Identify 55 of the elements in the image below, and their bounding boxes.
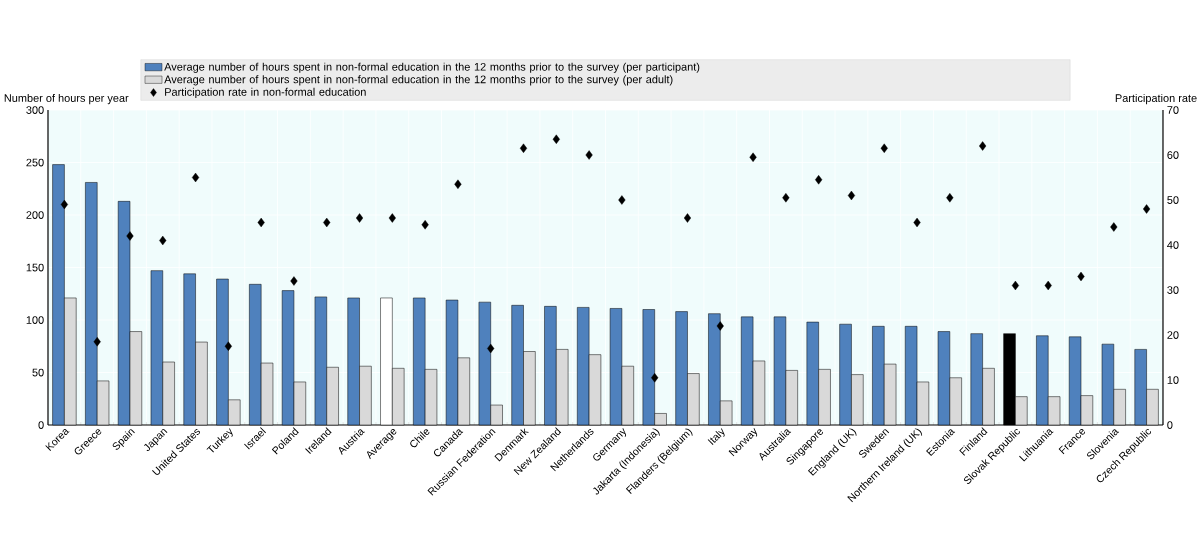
- point: [388, 213, 396, 223]
- y2-tick-label: 10: [1167, 376, 1179, 384]
- point: [487, 343, 495, 354]
- point: [979, 141, 987, 151]
- point: [651, 373, 659, 383]
- x-tick-label: Italy: [707, 428, 725, 445]
- y-tick-label: 100: [26, 316, 44, 324]
- point: [519, 143, 528, 153]
- point: [1077, 271, 1085, 282]
- point: [913, 217, 921, 228]
- point: [585, 150, 593, 160]
- point: [224, 341, 232, 351]
- y2-tick-label: 0: [1167, 421, 1173, 429]
- y2-tick-label: 30: [1167, 286, 1179, 294]
- legend-label: Participation rate in non-formal education: [165, 87, 366, 98]
- point: [880, 143, 888, 153]
- y-tick-label: 200: [26, 211, 44, 219]
- y-tick-label: 250: [26, 158, 44, 167]
- legend-label: Average number of hours spent in non-formal education in the 12 months prior to the survey (per participant): [164, 62, 700, 73]
- y-axis-title: Number of hours per year: [4, 93, 129, 105]
- y2-tick-label: 60: [1167, 151, 1179, 159]
- legend-label: Average number of hours spent in non-formal education in the 12 months prior to the survey (per adult): [164, 75, 673, 86]
- point: [847, 190, 856, 201]
- point: [60, 199, 68, 210]
- point: [290, 276, 298, 286]
- point: [749, 152, 757, 162]
- point: [421, 220, 429, 230]
- point: [1011, 280, 1019, 291]
- point: [552, 134, 560, 144]
- point: [618, 195, 626, 205]
- y-tick-label: 300: [26, 106, 44, 114]
- y2-tick-label: 40: [1167, 241, 1179, 249]
- y-tick-label: 150: [26, 263, 44, 272]
- point: [257, 217, 265, 228]
- point: [683, 213, 692, 223]
- point: [716, 321, 724, 331]
- point: [355, 213, 364, 223]
- point: [946, 193, 954, 203]
- point: [93, 337, 101, 347]
- point: [159, 235, 167, 246]
- point: [192, 172, 200, 183]
- y-tick-label: 0: [38, 421, 44, 429]
- y2-tick-label: 50: [1167, 196, 1179, 204]
- point: [1044, 280, 1052, 291]
- y2-tick-label: 70: [1167, 106, 1179, 114]
- y-tick-label: 50: [32, 368, 44, 377]
- point: [1143, 204, 1151, 214]
- point: [782, 193, 790, 203]
- y2-tick-label: 20: [1167, 331, 1179, 339]
- point: [454, 179, 462, 189]
- point: [1110, 222, 1118, 232]
- y2-axis-title: Participation rate: [1115, 93, 1197, 105]
- point: [323, 217, 331, 228]
- point: [126, 231, 134, 241]
- point: [815, 175, 823, 185]
